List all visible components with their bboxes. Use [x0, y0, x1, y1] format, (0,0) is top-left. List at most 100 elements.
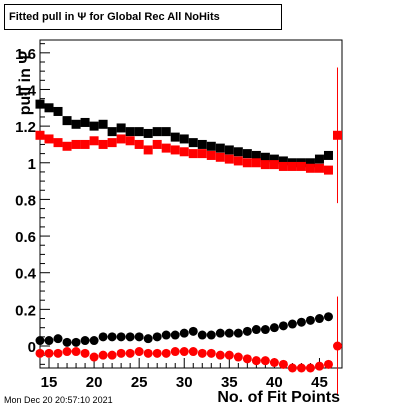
data-point-circle [179, 347, 189, 357]
data-point-square [188, 149, 198, 159]
y-tick-label: 0.4 [15, 266, 37, 283]
data-point-square [152, 127, 162, 137]
data-point-square [152, 139, 162, 149]
data-point-circle [179, 328, 189, 338]
chart-title: Fitted pull in Ψ for Global Rec All NoHi… [4, 4, 282, 30]
data-point-circle [62, 337, 72, 347]
data-point-circle [314, 361, 324, 371]
data-point-square [89, 136, 99, 146]
data-point-circle [152, 348, 162, 358]
data-point-circle [107, 350, 117, 360]
data-point-circle [323, 359, 333, 369]
data-point-square [233, 156, 243, 166]
data-point-square [260, 152, 270, 162]
data-point-square [44, 134, 54, 144]
data-point-square [62, 141, 72, 151]
data-point-circle [251, 325, 261, 335]
data-point-square [314, 163, 324, 173]
plot-frame [39, 39, 343, 369]
data-point-circle [116, 348, 126, 358]
data-point-circle [269, 323, 279, 333]
data-point-circle [206, 348, 216, 358]
data-point-square [98, 139, 108, 149]
data-point-circle [224, 328, 234, 338]
data-point-circle [53, 334, 63, 344]
data-point-square [143, 128, 153, 138]
x-tick-label: 20 [86, 374, 103, 391]
data-point-circle [224, 350, 234, 360]
y-tick-label: 1 [28, 156, 36, 173]
data-point-circle [152, 332, 162, 342]
data-point-square [215, 152, 225, 162]
data-point-square [62, 116, 72, 126]
data-point-circle [35, 336, 45, 346]
data-point-circle [80, 348, 90, 358]
data-point-circle [125, 348, 135, 358]
data-point-square [224, 154, 234, 164]
data-point-circle [116, 332, 126, 342]
data-point-circle [296, 363, 306, 373]
data-point-square [215, 143, 225, 153]
data-point-circle [206, 330, 216, 340]
data-point-square [35, 99, 45, 109]
data-point-circle [80, 336, 90, 346]
data-point-circle [296, 317, 306, 327]
data-point-square [107, 138, 117, 148]
data-point-circle [143, 348, 153, 358]
data-point-circle [62, 347, 72, 357]
data-point-square [179, 147, 189, 157]
data-point-square [116, 134, 126, 144]
data-point-square [188, 138, 198, 148]
data-point-circle [305, 363, 315, 373]
data-point-square [323, 165, 333, 175]
y-tick-label: 0.8 [15, 192, 36, 209]
data-point-circle [35, 348, 45, 358]
y-tick-label: 0 [28, 339, 36, 356]
data-point-circle [89, 336, 99, 346]
data-point-circle [107, 332, 117, 342]
data-point-square [161, 143, 171, 153]
y-tick-label: 1.2 [15, 119, 36, 136]
data-point-circle [233, 352, 243, 362]
data-point-circle [269, 358, 279, 368]
x-tick-label: 30 [176, 374, 193, 391]
data-point-circle [287, 319, 297, 329]
data-point-square [44, 103, 54, 113]
data-point-square [125, 127, 135, 137]
data-point-square [278, 161, 288, 171]
data-point-circle [170, 347, 180, 357]
x-tick-label: 45 [311, 374, 328, 391]
x-tick-label: 40 [266, 374, 283, 391]
data-point-circle [98, 350, 108, 360]
data-point-circle [287, 363, 297, 373]
data-point-square [260, 160, 270, 170]
data-point-square [116, 123, 126, 133]
data-point-circle [161, 330, 171, 340]
data-point-circle [44, 348, 54, 358]
data-point-square [134, 127, 144, 137]
data-point-square [107, 127, 117, 137]
data-point-square [80, 117, 90, 127]
data-point-circle [278, 321, 288, 331]
data-point-square [170, 132, 180, 142]
data-point-square [296, 161, 306, 171]
data-point-circle [89, 352, 99, 362]
data-point-square [206, 150, 216, 160]
data-point-square [161, 127, 171, 137]
data-point-square [80, 139, 90, 149]
data-point-square [98, 119, 108, 129]
data-point-square [224, 145, 234, 155]
data-point-square [170, 145, 180, 155]
data-point-square [71, 119, 81, 129]
data-point-square [143, 145, 153, 155]
data-point-circle [215, 328, 225, 338]
data-point-square [179, 134, 189, 144]
data-point-square [314, 154, 324, 164]
data-point-square [305, 163, 315, 173]
data-point-circle [188, 347, 198, 357]
data-point-square [251, 150, 261, 160]
y-tick-label: 1.6 [15, 46, 36, 63]
data-point-square [197, 149, 207, 159]
